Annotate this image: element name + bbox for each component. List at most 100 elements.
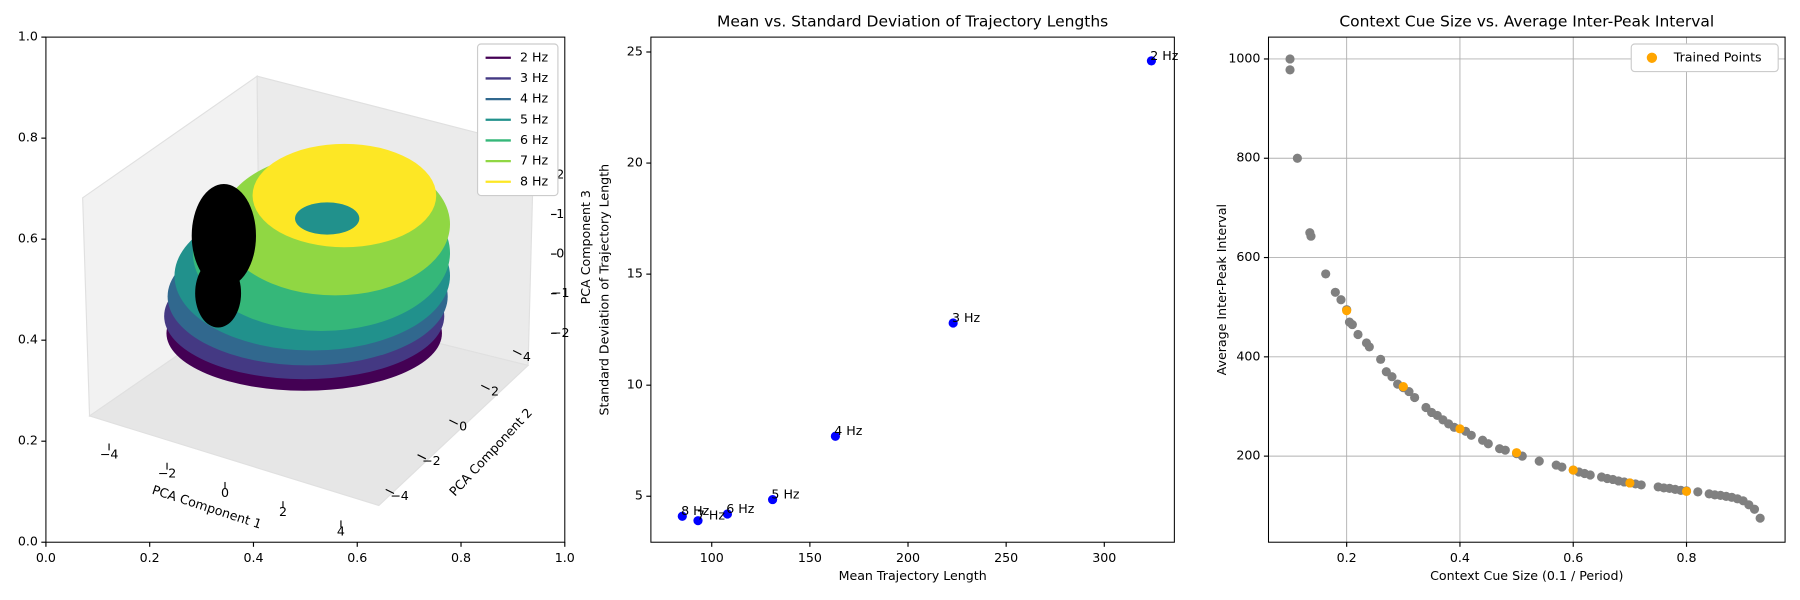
axis3d-tick-label: 0: [459, 418, 467, 433]
axis3d-tick-label: 4: [337, 523, 345, 538]
point: [1292, 153, 1302, 163]
y-tick-label: 0.8: [18, 130, 38, 145]
point: [1285, 65, 1295, 75]
axis3d-tick-label: 0: [556, 246, 564, 261]
x-axis-label: Context Cue Size (0.1 / Period): [1430, 568, 1623, 583]
point: [1336, 295, 1346, 305]
x-tick-label: 300: [1092, 550, 1116, 565]
point: [1342, 306, 1352, 316]
point: [830, 431, 840, 441]
point: [1321, 269, 1331, 279]
point: [1398, 382, 1408, 392]
y-tick-label: 10: [627, 377, 643, 392]
x-tick-label: 0.8: [451, 550, 471, 565]
legend-box: [476, 43, 559, 197]
axis3d-tick-label: −1: [551, 285, 570, 300]
point: [1568, 465, 1578, 475]
x-axis-label: Mean Trajectory Length: [839, 568, 987, 583]
y-tick-label: 200: [1236, 448, 1260, 463]
y-tick-label: 800: [1236, 150, 1260, 165]
y-tick-label: 25: [627, 43, 643, 58]
point: [1364, 342, 1374, 352]
legend-label: Trained Points: [1673, 49, 1762, 64]
y-axis-label: Standard Deviation of Trajectory Length: [596, 164, 611, 416]
point: [1755, 513, 1765, 523]
y-axis-label: Average Inter-Peak Interval: [1214, 204, 1229, 375]
y-tick-label: 400: [1236, 348, 1260, 363]
axis3d-tick-label: 1: [556, 206, 564, 221]
plot-frame: [45, 36, 566, 543]
axis3d-tick: [385, 488, 395, 495]
point: [1455, 424, 1465, 434]
point: [1306, 231, 1316, 241]
point: [1146, 56, 1156, 66]
axis3d-tick-label: −2: [158, 466, 177, 481]
y-tick-label: 15: [627, 266, 643, 281]
legend-label: 3 Hz: [520, 70, 549, 85]
point: [1347, 319, 1357, 330]
axis3d-tick-label: 4: [523, 349, 531, 364]
x-tick-label: 0.6: [1563, 550, 1583, 565]
chart-title: Context Cue Size vs. Average Inter-Peak …: [1339, 13, 1714, 31]
x-tick-label: 250: [994, 550, 1018, 565]
point: [1625, 478, 1635, 488]
x-tick-label: 0.2: [1337, 550, 1357, 565]
point: [1410, 392, 1420, 403]
x-tick-label: 0.6: [347, 550, 367, 565]
plot-frame: [1267, 36, 1786, 543]
point: [1693, 487, 1703, 497]
point: [767, 494, 778, 505]
axis3d-tick-label: −4: [390, 488, 409, 503]
point: [1636, 480, 1646, 490]
point: [677, 511, 687, 521]
point: [693, 516, 703, 526]
y-tick-label: 600: [1236, 249, 1260, 264]
axis3d-tick-label: 2: [556, 166, 564, 181]
point-label: 2 Hz: [1150, 48, 1179, 63]
point: [948, 318, 958, 328]
legend-label: 7 Hz: [520, 153, 549, 168]
point-cloud: [191, 184, 256, 288]
plot-frame: [650, 36, 1175, 543]
y-tick-label: 0.4: [18, 332, 38, 347]
y-tick-label: 1.0: [18, 29, 38, 44]
point: [1466, 430, 1476, 440]
point: [1353, 329, 1363, 340]
point-label: 5 Hz: [771, 486, 800, 501]
legend-box: [1630, 43, 1779, 73]
point: [1285, 54, 1295, 64]
axis3d-tick-label: 2: [279, 504, 287, 519]
x-tick-label: 0.8: [1676, 550, 1696, 565]
legend-label: 8 Hz: [520, 173, 549, 188]
trajectory-blob: [295, 202, 360, 235]
point-cloud: [195, 258, 242, 328]
axis3d-tick: [449, 419, 458, 425]
x-tick-label: 200: [896, 550, 920, 565]
y-tick-label: 1000: [1228, 50, 1260, 65]
legend-label: 5 Hz: [520, 111, 549, 126]
point: [1387, 372, 1397, 382]
point: [1557, 462, 1567, 472]
x-tick-label: 1.0: [555, 550, 575, 565]
y-tick-label: 0.6: [18, 231, 38, 246]
axis3d-tick: [481, 384, 490, 390]
axis3d-tick-label: −4: [100, 446, 119, 461]
point-label: 6 Hz: [726, 501, 755, 516]
point: [1376, 354, 1386, 364]
point: [1534, 456, 1544, 466]
x-tick-label: 0.4: [1450, 550, 1470, 565]
y-tick-label: 0.2: [18, 433, 38, 448]
axis3d-tick-label: 0: [221, 485, 229, 500]
axis3d-tick-label: −2: [422, 453, 441, 468]
x-tick-label: 0.2: [140, 550, 160, 565]
legend-label: 2 Hz: [520, 49, 549, 64]
y-tick-label: 0.0: [18, 534, 38, 549]
point: [1330, 287, 1340, 297]
legend-label: 6 Hz: [520, 132, 549, 147]
legend-swatch: [1646, 52, 1658, 63]
axis3d-tick-label: 2: [491, 384, 499, 399]
legend-label: 4 Hz: [520, 91, 549, 106]
point: [1511, 448, 1522, 458]
point: [1681, 486, 1692, 496]
